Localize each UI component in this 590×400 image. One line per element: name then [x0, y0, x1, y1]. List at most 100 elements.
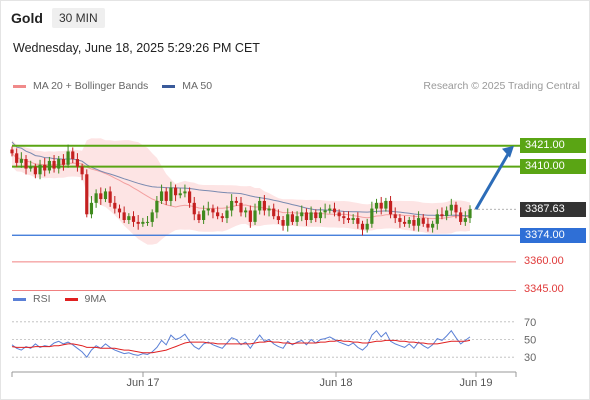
- research-credit: Research © 2025 Trading Central: [423, 80, 580, 92]
- candle-body-18: [94, 193, 98, 203]
- candle-body-91: [435, 214, 439, 224]
- candle-body-1: [15, 153, 19, 163]
- candle-body-15: [80, 166, 84, 175]
- symbol-title: Gold: [11, 10, 43, 26]
- candle-body-7: [43, 164, 47, 171]
- legend-label-9ma: 9MA: [84, 293, 107, 305]
- legend-swatch-ma20: [13, 84, 26, 88]
- candle-body-55: [267, 208, 271, 211]
- legend-item-rsi: RSI: [13, 293, 51, 305]
- candle-body-8: [47, 160, 51, 171]
- candle-body-80: [384, 200, 388, 209]
- legend-item-9ma: 9MA: [64, 293, 107, 305]
- candle-body-33: [164, 191, 168, 201]
- candle-body-28: [141, 221, 145, 224]
- candle-body-49: [239, 202, 243, 213]
- x-tick-label-1: Jun 18: [319, 377, 352, 389]
- candle-body-30: [150, 212, 154, 222]
- candle-body-56: [272, 208, 276, 217]
- candle-body-52: [253, 210, 257, 222]
- candle-body-38: [187, 191, 192, 203]
- candle-body-75: [360, 223, 365, 230]
- candle-body-6: [38, 164, 42, 175]
- rsi-legend: RSI 9MA: [13, 293, 120, 305]
- candle-body-17: [89, 202, 94, 215]
- price-legend: MA 20 + Bollinger Bands MA 50: [13, 80, 226, 92]
- candle-body-42: [206, 208, 210, 211]
- candle-body-70: [337, 212, 341, 217]
- candle-body-84: [402, 221, 407, 224]
- rsi-ma9-line: [11, 339, 471, 354]
- candle-body-98: [468, 209, 472, 219]
- candle-body-82: [393, 214, 397, 219]
- candle-body-51: [248, 210, 252, 222]
- candle-body-61: [295, 216, 299, 222]
- legend-label-rsi: RSI: [33, 293, 51, 305]
- candle-body-72: [346, 218, 351, 220]
- candle-body-86: [412, 220, 416, 226]
- candle-body-39: [192, 202, 196, 215]
- level-tag-1: 3410.00: [520, 159, 586, 175]
- x-tick-label-2: Jun 19: [459, 377, 492, 389]
- candle-body-27: [136, 221, 140, 224]
- candle-body-19: [99, 193, 103, 200]
- candle-body-59: [286, 214, 290, 226]
- candle-body-9: [52, 160, 56, 169]
- legend-swatch-rsi: [13, 297, 26, 301]
- candle-body-94: [449, 204, 453, 211]
- candle-body-41: [202, 210, 206, 220]
- forecast-arrow-shaft: [474, 149, 512, 211]
- candle-body-57: [276, 216, 280, 220]
- candle-body-12: [66, 151, 70, 165]
- candle-body-23: [117, 208, 122, 213]
- candle-body-35: [173, 187, 178, 196]
- candle-body-21: [108, 191, 112, 203]
- legend-label-ma50: MA 50: [182, 80, 213, 92]
- candle-body-54: [262, 200, 266, 211]
- candle-body-92: [440, 214, 444, 217]
- candle-body-96: [459, 212, 463, 222]
- candle-body-43: [211, 208, 215, 213]
- candle-body-44: [216, 212, 220, 217]
- x-tick-label-0: Jun 17: [126, 377, 159, 389]
- candle-body-26: [131, 216, 136, 222]
- rsi-tick-label-2: 30: [524, 352, 536, 364]
- timeframe-badge[interactable]: 30 MIN: [52, 8, 105, 28]
- legend-swatch-ma50: [162, 84, 176, 88]
- candle-body-62: [300, 212, 304, 217]
- candle-body-47: [230, 200, 234, 211]
- candle-body-64: [309, 212, 313, 220]
- candle-body-31: [155, 200, 159, 213]
- candle-body-60: [290, 214, 295, 222]
- candle-body-83: [398, 218, 402, 222]
- candle-body-77: [370, 208, 374, 224]
- ma50-line: [11, 141, 471, 217]
- candle-body-20: [103, 191, 108, 200]
- bollinger-band: [12, 138, 470, 245]
- candle-body-24: [122, 212, 126, 220]
- candle-body-40: [197, 214, 201, 220]
- candle-body-66: [318, 212, 323, 219]
- candle-body-85: [407, 220, 411, 224]
- candle-body-11: [61, 159, 66, 165]
- candle-body-0: [10, 149, 14, 154]
- candle-body-67: [323, 210, 327, 213]
- candle-body-73: [351, 218, 355, 220]
- candle-body-81: [388, 200, 393, 215]
- candle-body-22: [113, 202, 117, 209]
- candle-body-34: [169, 187, 173, 201]
- candle-body-45: [220, 216, 224, 219]
- level-tag-4: 3360.00: [524, 254, 564, 267]
- rsi-tick-label-1: 50: [524, 335, 536, 347]
- level-tag-3: 3374.00: [520, 227, 586, 243]
- legend-item-ma50: MA 50: [162, 80, 212, 92]
- candle-body-32: [159, 191, 164, 201]
- candle-body-87: [416, 218, 421, 226]
- candle-body-74: [356, 218, 360, 224]
- candle-body-97: [463, 218, 467, 222]
- candle-body-68: [328, 208, 332, 211]
- candle-body-53: [258, 200, 262, 211]
- level-tag-2: 3387.63: [520, 201, 586, 217]
- rsi-tick-label-0: 70: [524, 317, 536, 329]
